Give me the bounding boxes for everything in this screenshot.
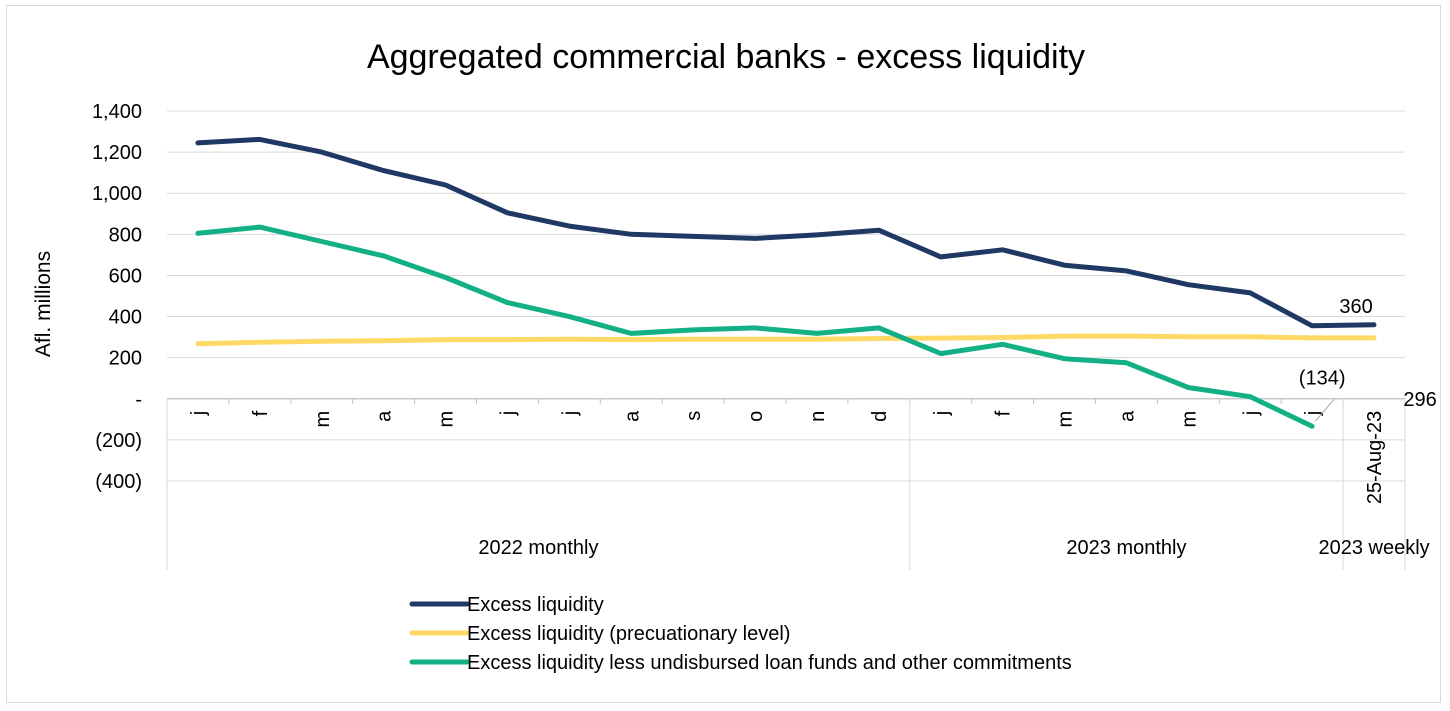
y-tick-label: 1,000	[92, 183, 142, 205]
data-label: (134)	[1299, 367, 1346, 389]
category-label: j	[497, 411, 519, 416]
group-label: 2022 monthly	[478, 537, 598, 559]
y-tick-labels: 1,400 1,200 1,000 800 600 400 200 - (200) (400)	[92, 101, 142, 493]
category-label: f	[250, 410, 272, 416]
data-labels: 360 296 (134)	[1299, 296, 1437, 422]
category-label: m	[1178, 411, 1200, 428]
legend-label: Excess liquidity (precuationary level)	[467, 623, 790, 645]
category-label: j	[931, 411, 953, 416]
y-tick-label: 800	[109, 224, 142, 246]
y-tick-label: 400	[109, 307, 142, 329]
series-lines	[195, 136, 1377, 429]
y-tick-label: 1,200	[92, 142, 142, 164]
series-line	[195, 333, 1377, 347]
data-label: 360	[1339, 296, 1372, 318]
category-label: o	[745, 411, 767, 422]
legend-label: Excess liquidity	[467, 594, 604, 616]
data-label: 296	[1403, 389, 1436, 411]
category-label: j	[1302, 411, 1324, 416]
category-label: j	[1240, 411, 1262, 416]
series-line	[195, 136, 1377, 329]
group-label: 2023 monthly	[1066, 537, 1186, 559]
y-axis-label: Afl. millions	[32, 251, 55, 357]
legend: Excess liquidity Excess liquidity (precua…	[409, 594, 1072, 674]
legend-label: Excess liquidity less undisbursed loan f…	[467, 652, 1072, 674]
category-label: f	[993, 410, 1015, 416]
gridlines	[167, 110, 1405, 482]
group-label: 2023 weekly	[1318, 537, 1429, 559]
series-line	[195, 224, 1315, 429]
category-label: j	[559, 411, 581, 416]
y-tick-label: (200)	[95, 430, 142, 452]
group-labels: 2022 monthly 2023 monthly 2023 weekly	[478, 537, 1429, 559]
y-tick-label: 200	[109, 348, 142, 370]
chart-frame: Aggregated commercial banks - excess liq…	[6, 5, 1441, 703]
y-tick-label: -	[135, 389, 142, 411]
category-label: m	[1055, 411, 1077, 428]
category-label: j	[188, 411, 210, 416]
y-tick-label: (400)	[95, 471, 142, 493]
category-label: n	[807, 411, 829, 422]
category-label: m	[312, 411, 334, 428]
category-labels: j f m a m j j a s o n d j f m a m j j 25-Aug-23	[188, 410, 1386, 504]
category-label: a	[621, 410, 643, 422]
data-label-leader	[1314, 398, 1335, 422]
category-label: a	[374, 410, 396, 422]
y-tick-label: 1,400	[92, 101, 142, 123]
line-chart: Aggregated commercial banks - excess liq…	[32, 38, 1437, 674]
axes	[166, 398, 1406, 570]
category-label: 25-Aug-23	[1364, 411, 1386, 504]
chart-title: Aggregated commercial banks - excess liq…	[367, 38, 1085, 76]
category-label: s	[683, 411, 705, 421]
category-label: m	[436, 411, 458, 428]
y-tick-label: 600	[109, 265, 142, 287]
category-label: a	[1116, 410, 1138, 422]
category-label: d	[869, 411, 891, 422]
